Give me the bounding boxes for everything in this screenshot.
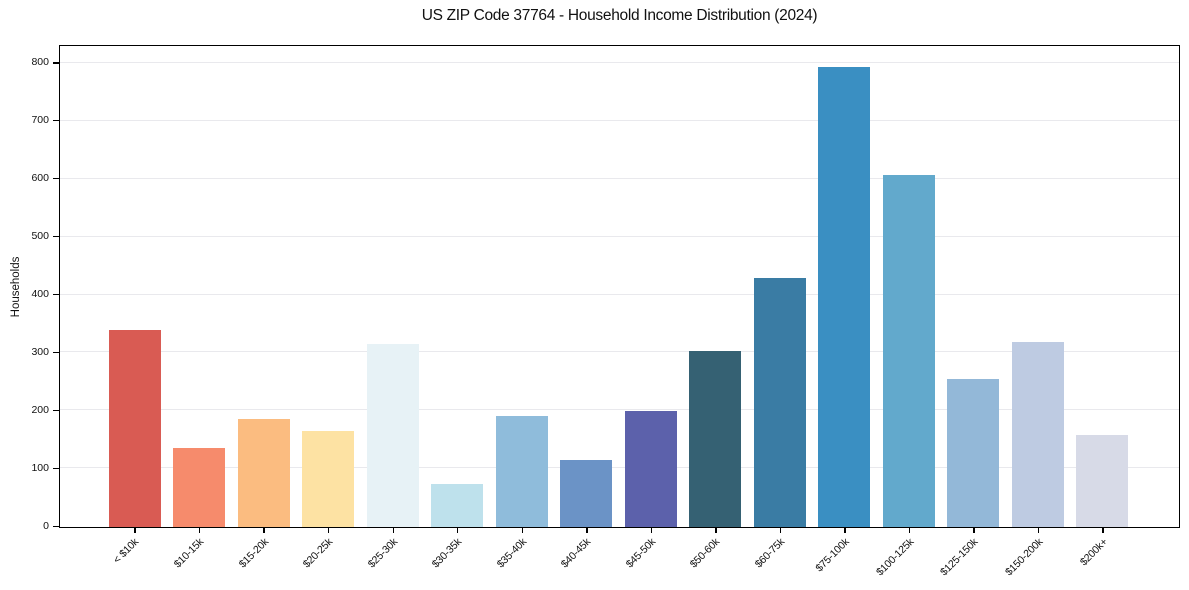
x-tick-label-$20-25k: $20-25k [300,536,336,571]
y-axis-label: Households [10,256,22,318]
y-tick-label-800: 800 [31,56,49,69]
bar-$25-30k [366,344,419,527]
bar-$75-100k [818,67,871,527]
x-tick-mark-$60-75k [779,528,782,533]
y-tick-label-400: 400 [31,288,49,301]
y-tick-label-500: 500 [31,230,49,243]
y-tick-label-100: 100 [31,461,49,474]
x-tick-label-$30-35k: $30-35k [429,536,465,571]
x-tick-label-$125-150k: $125-150k [938,536,981,579]
x-tick-label-< $10k: < $10k [111,536,142,567]
x-tick-mark-$75-100k [844,528,846,533]
x-tick-label-$15-20k: $15-20k [236,536,271,571]
x-tick-mark-$20-25k [327,528,330,533]
x-tick-mark-$50-60k [715,528,717,533]
x-tick-mark-$100-125k [908,528,911,533]
x-tick-label-$40-45k: $40-45k [558,536,594,571]
x-tick-mark-$35-40k [521,528,523,533]
y-tick-mark-100 [53,467,59,470]
gridline-y-100 [60,467,1179,469]
bar-$20-25k [302,431,355,527]
x-tick-mark-$125-150k [973,528,975,533]
x-tick-mark-$150-200k [1037,528,1040,533]
y-tick-mark-500 [53,235,59,238]
y-tick-label-200: 200 [31,404,49,416]
bar-$45-50k [624,411,677,527]
x-tick-mark-$25-30k [392,528,394,533]
x-tick-mark-$10-15k [198,528,201,533]
chart-title: US ZIP Code 37764 - Household Income Dis… [421,7,818,24]
bar-$60-75k [753,278,806,527]
y-tick-mark-0 [53,525,59,528]
bar-$10-15k [173,448,226,527]
bar-$150-200k [1011,342,1064,527]
bar-$35-40k [495,416,548,527]
bar-$40-45k [560,460,613,527]
gridline-y-500 [60,235,1179,237]
gridline-y-700 [60,119,1179,121]
x-tick-label-$35-40k: $35-40k [494,536,529,571]
gridline-y-300 [60,351,1179,353]
x-tick-label-$75-100k: $75-100k [813,536,852,575]
x-tick-label-$60-75k: $60-75k [752,536,787,571]
y-tick-mark-700 [53,120,59,122]
bar-$200k+ [1076,435,1129,527]
x-tick-mark-$40-45k [586,528,588,533]
x-tick-label-$10-15k: $10-15k [171,536,207,571]
x-tick-label-$100-125k: $100-125k [873,536,916,579]
x-tick-label-$200k+: $200k+ [1077,536,1110,569]
bar-$125-150k [947,378,1000,527]
y-tick-mark-800 [53,62,59,64]
y-tick-label-700: 700 [31,114,49,127]
x-tick-label-$50-60k: $50-60k [688,536,723,571]
y-tick-label-0: 0 [43,519,49,532]
plot-area [59,45,1180,528]
gridline-y-400 [60,293,1179,295]
x-tick-label-$150-200k: $150-200k [1002,536,1046,579]
y-tick-label-600: 600 [31,172,49,185]
bar-$100-125k [882,175,935,527]
gridline-y-600 [60,177,1179,179]
x-tick-mark-$15-20k [263,528,265,533]
bar-$15-20k [237,419,290,527]
x-tick-mark-$30-35k [457,528,459,533]
x-tick-mark-$200k+ [1102,528,1104,533]
gridline-y-800 [60,61,1179,63]
bar-$30-35k [431,484,484,527]
x-tick-mark-< $10k [134,528,136,533]
bar-< $10k [108,329,161,527]
x-tick-mark-$45-50k [650,528,653,533]
y-tick-mark-200 [53,409,59,412]
y-tick-mark-400 [53,293,59,296]
y-tick-label-300: 300 [31,346,49,359]
x-tick-label-$45-50k: $45-50k [623,536,658,571]
gridline-y-200 [60,409,1179,411]
x-tick-label-$25-30k: $25-30k [365,536,400,571]
y-tick-mark-300 [53,351,59,354]
y-tick-mark-600 [53,178,59,180]
bar-$50-60k [689,350,742,527]
